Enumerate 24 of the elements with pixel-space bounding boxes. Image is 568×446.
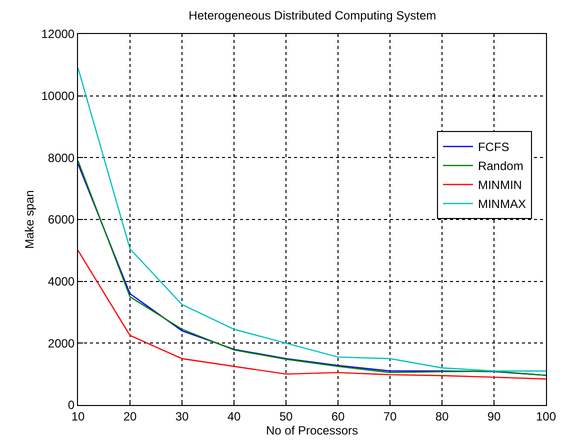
x-tick-label: 20 xyxy=(123,409,137,424)
line-series xyxy=(78,250,546,380)
line-series xyxy=(78,67,546,372)
y-tick-label: 6000 xyxy=(48,212,75,227)
x-tick-label: 30 xyxy=(175,409,189,424)
x-axis-title: No of Processors xyxy=(266,423,358,438)
chart-title: Heterogeneous Distributed Computing System xyxy=(188,8,436,23)
legend-label: Random xyxy=(478,159,524,174)
x-tick-label: 100 xyxy=(536,409,556,424)
x-tick-label: 40 xyxy=(227,409,241,424)
y-axis-title: Make span xyxy=(22,190,37,249)
legend-label: MINMAX xyxy=(478,197,526,212)
y-tick-label: 2000 xyxy=(48,336,75,350)
legend-label: MINMIN xyxy=(478,178,522,192)
x-tick-label: 90 xyxy=(487,409,501,424)
y-tick-label: 4000 xyxy=(48,274,75,289)
x-tick-label: 60 xyxy=(331,409,345,424)
y-tick-label: 12000 xyxy=(41,27,75,42)
x-tick-label: 70 xyxy=(383,409,397,424)
x-tick-label: 50 xyxy=(279,409,293,424)
y-tick-label: 10000 xyxy=(41,89,75,104)
legend-label: FCFS xyxy=(478,140,510,154)
y-tick-label: 8000 xyxy=(48,150,75,165)
x-tick-label: 80 xyxy=(435,409,449,424)
